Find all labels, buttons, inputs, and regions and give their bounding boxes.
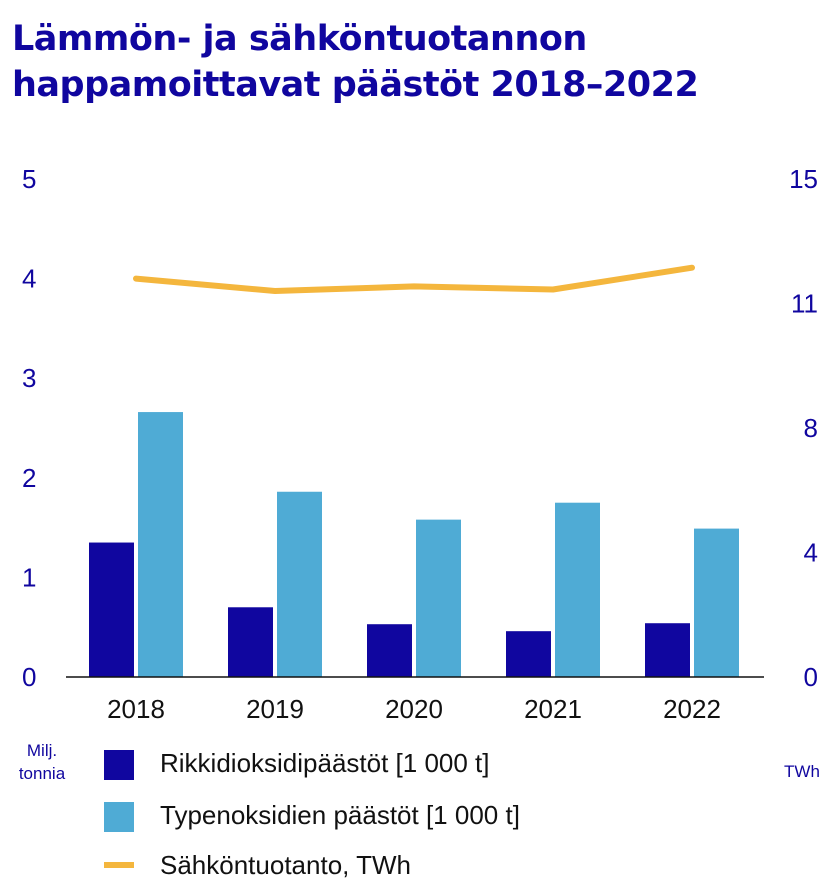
bar-typen-2022 [694,528,739,677]
right-tick-15: 15 [789,164,818,194]
legend-swatch-sahko [104,862,134,868]
left-tick-1: 1 [22,562,36,592]
bar-rikki-2022 [645,623,690,677]
chart-title-line-2: happamoittavat päästöt 2018–2022 [12,65,699,105]
bars [89,412,739,677]
bar-rikki-2020 [367,624,412,677]
left-tick-0: 0 [22,662,36,692]
x-tick-2020: 2020 [385,694,443,724]
left-axis-unit-line-2: tonnia [19,764,66,783]
right-tick-0: 0 [804,662,818,692]
left-axis-ticks: 0 1 2 3 4 5 [22,164,36,692]
left-tick-2: 2 [22,463,36,493]
left-tick-5: 5 [22,164,36,194]
chart-title: Lämmön- ja sähköntuotannon happamoittava… [12,16,812,108]
left-tick-3: 3 [22,363,36,393]
left-tick-4: 4 [22,264,36,294]
legend-label-sahko: Sähköntuotanto, TWh [160,850,412,880]
legend-swatch-rikki [104,750,134,780]
legend-swatch-typen [104,802,134,832]
right-axis-unit: TWh [784,762,820,781]
legend-label-typen: Typenoksidien päästöt [1 000 t] [160,800,520,830]
x-tick-2019: 2019 [246,694,304,724]
legend-label-rikki: Rikkidioksidipäästöt [1 000 t] [160,748,490,778]
right-tick-4: 4 [804,538,818,568]
bar-typen-2021 [555,502,600,677]
bar-typen-2019 [277,491,322,677]
bar-rikki-2018 [89,542,134,677]
x-tick-2021: 2021 [524,694,582,724]
x-tick-2018: 2018 [107,694,165,724]
line-series [133,264,695,295]
left-axis-unit-line-1: Milj. [27,741,57,760]
right-tick-8: 8 [804,413,818,443]
bar-typen-2020 [416,519,461,677]
bar-rikki-2019 [228,607,273,677]
right-tick-11: 11 [791,289,818,319]
bar-rikki-2021 [506,631,551,677]
x-axis-ticks: 2018 2019 2020 2021 2022 [107,694,721,724]
line-sahkontuotanto [133,264,695,295]
chart-title-line-1: Lämmön- ja sähköntuotannon [12,19,587,59]
right-axis-ticks: 0 4 8 11 15 [789,164,818,692]
x-tick-2022: 2022 [663,694,721,724]
bar-typen-2018 [138,412,183,677]
axis-units: Milj. tonnia TWh [19,741,820,783]
